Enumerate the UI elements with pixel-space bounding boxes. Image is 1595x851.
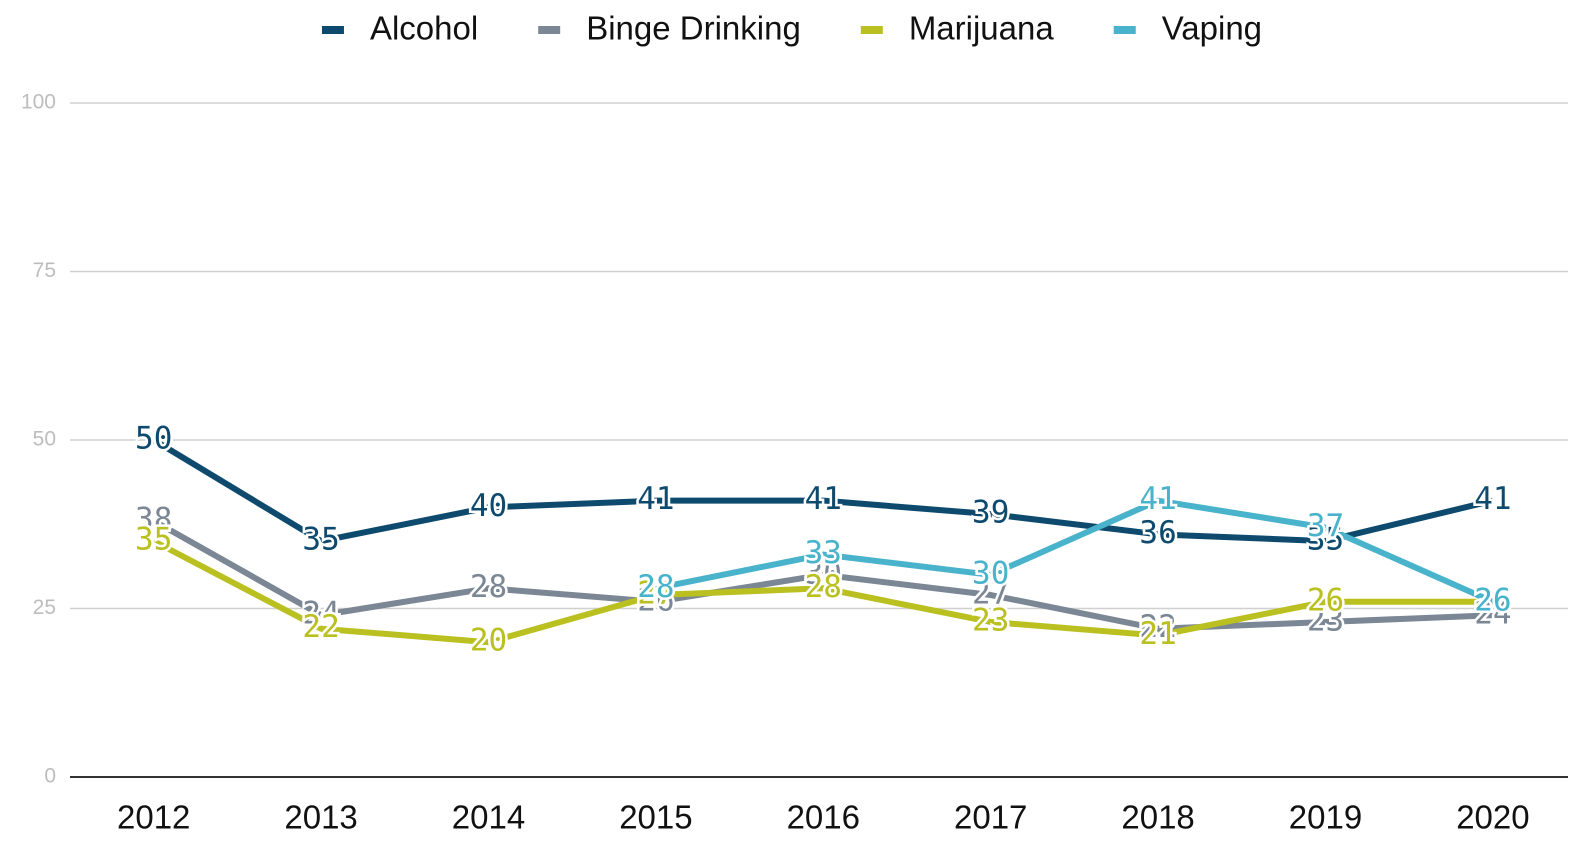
legend-label: Binge Drinking	[586, 10, 801, 47]
series-line	[152, 538, 1493, 646]
x-tick-label: 2018	[1121, 799, 1194, 836]
data-label: 21	[1139, 616, 1176, 652]
data-label: 50	[135, 421, 172, 457]
series-line	[152, 437, 1494, 545]
x-tick-label: 2016	[787, 799, 860, 836]
data-label: 41	[805, 481, 842, 517]
legend-swatch	[860, 26, 883, 34]
x-tick-label: 2015	[619, 799, 692, 836]
data-label: 40	[470, 488, 507, 524]
data-label: 41	[637, 481, 674, 517]
data-label: 38	[135, 501, 172, 537]
data-label: 35	[302, 522, 339, 558]
x-tick-label: 2013	[284, 799, 357, 836]
data-label: 27	[637, 576, 674, 612]
data-label: 37	[1307, 508, 1344, 544]
y-tick-label: 50	[33, 428, 56, 451]
data-label: 26	[1307, 582, 1344, 618]
x-tick-label: 2019	[1289, 799, 1362, 836]
legend-label: Vaping	[1162, 10, 1262, 47]
legend: Alcohol Binge Drinking Marijuana Vaping	[321, 10, 1262, 47]
x-tick-label: 2017	[954, 799, 1027, 836]
x-tick-label: 2012	[117, 799, 190, 836]
data-label: 35	[1307, 522, 1344, 558]
y-tick-label: 100	[21, 91, 56, 114]
data-label: 28	[805, 569, 842, 605]
data-label: 24	[1474, 596, 1511, 632]
data-label: 27	[972, 576, 1009, 612]
y-tick-label: 75	[33, 259, 56, 282]
data-label: 33	[805, 535, 842, 571]
data-label: 20	[470, 623, 507, 659]
data-label: 28	[637, 569, 674, 605]
data-label: 41	[1139, 481, 1176, 517]
legend-swatch	[538, 26, 561, 34]
x-tick-label: 2020	[1456, 799, 1529, 836]
series-line	[655, 497, 1495, 605]
legend-label: Alcohol	[370, 10, 478, 47]
legend-swatch	[1113, 26, 1136, 34]
data-label: 24	[302, 596, 339, 632]
data-label: 22	[1139, 609, 1176, 645]
y-tick-label: 25	[33, 596, 56, 619]
legend-label: Marijuana	[909, 10, 1055, 47]
y-tick-label: 0	[44, 765, 56, 788]
data-label: 41	[1474, 481, 1511, 517]
data-label: 39	[972, 495, 1009, 531]
data-label: 26	[1474, 582, 1511, 618]
series-line	[152, 518, 1494, 632]
data-label: 36	[1139, 515, 1176, 551]
data-label: 22	[302, 609, 339, 645]
legend-swatch	[321, 26, 344, 34]
data-label: 30	[805, 555, 842, 591]
data-label: 23	[1307, 602, 1344, 638]
data-label: 35	[135, 522, 172, 558]
data-label: 26	[637, 582, 674, 618]
data-label: 23	[972, 602, 1009, 638]
data-label: 28	[470, 569, 507, 605]
data-label: 30	[972, 555, 1009, 591]
data-label: 26	[1474, 582, 1511, 618]
x-tick-label: 2014	[452, 799, 525, 836]
